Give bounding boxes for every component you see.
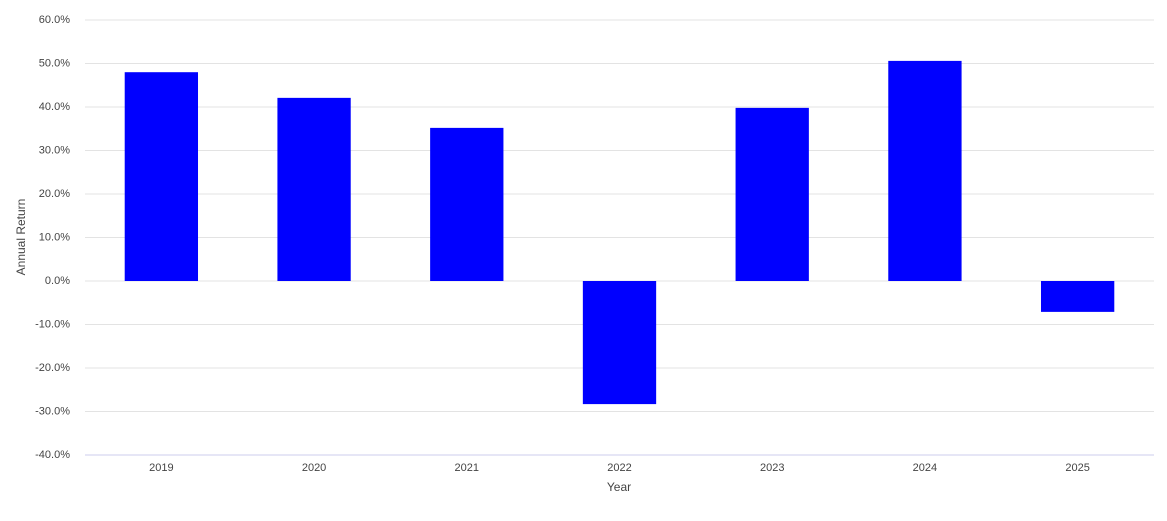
bar xyxy=(124,72,199,281)
bar xyxy=(735,107,809,282)
x-axis-title: Year xyxy=(607,480,631,494)
y-tick-label: -20.0% xyxy=(35,362,70,374)
bar xyxy=(888,60,962,281)
x-tick-label: 2020 xyxy=(302,462,326,474)
x-tick-label: 2019 xyxy=(149,462,173,474)
x-tick-label: 2022 xyxy=(607,462,631,474)
bar xyxy=(430,127,504,281)
y-tick-label: -40.0% xyxy=(35,449,70,461)
y-tick-label: 50.0% xyxy=(39,57,70,69)
x-tick-label: 2023 xyxy=(760,462,784,474)
bar xyxy=(277,97,351,282)
y-tick-label: 20.0% xyxy=(39,188,70,200)
y-tick-label: -30.0% xyxy=(35,405,70,417)
y-tick-label: 0.0% xyxy=(45,275,70,287)
y-tick-label: 40.0% xyxy=(39,101,70,113)
y-tick-label: 10.0% xyxy=(39,231,70,243)
y-tick-label: -10.0% xyxy=(35,318,70,330)
y-tick-label: 60.0% xyxy=(39,14,70,26)
y-axis-title: Annual Return xyxy=(14,199,28,276)
y-tick-label: 30.0% xyxy=(39,144,70,156)
x-tick-label: 2024 xyxy=(913,462,937,474)
x-tick-label: 2025 xyxy=(1065,462,1089,474)
x-tick-label: 2021 xyxy=(455,462,479,474)
bar xyxy=(582,281,657,405)
bar xyxy=(1040,281,1115,312)
